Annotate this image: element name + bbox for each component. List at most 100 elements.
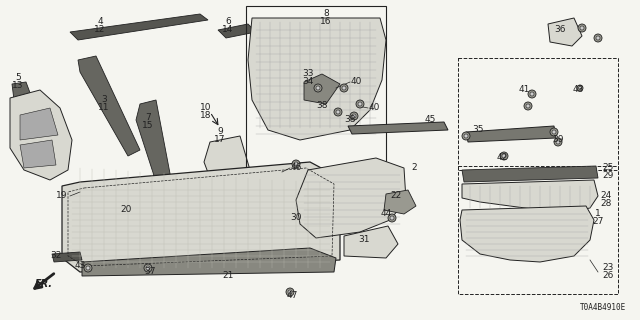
Text: 44: 44: [380, 210, 392, 219]
Text: 26: 26: [602, 271, 614, 281]
Text: 29: 29: [602, 172, 614, 180]
Text: 17: 17: [214, 135, 226, 145]
Circle shape: [462, 132, 470, 140]
Polygon shape: [462, 180, 598, 212]
Polygon shape: [12, 82, 52, 158]
Text: 13: 13: [12, 82, 24, 91]
Text: 27: 27: [592, 218, 604, 227]
Text: 43: 43: [572, 85, 584, 94]
Circle shape: [316, 86, 320, 90]
Circle shape: [144, 264, 152, 272]
Circle shape: [577, 85, 583, 91]
Text: 16: 16: [320, 18, 332, 27]
Text: 31: 31: [358, 236, 370, 244]
Circle shape: [502, 154, 506, 158]
Text: 46: 46: [291, 164, 301, 172]
Polygon shape: [344, 226, 398, 258]
Circle shape: [530, 92, 534, 96]
Polygon shape: [218, 24, 256, 38]
Circle shape: [292, 160, 300, 168]
Circle shape: [579, 86, 582, 90]
Text: 47: 47: [286, 292, 298, 300]
Circle shape: [336, 110, 340, 114]
Text: 41: 41: [518, 85, 530, 94]
Polygon shape: [78, 56, 140, 156]
Circle shape: [314, 84, 322, 92]
Polygon shape: [10, 90, 72, 180]
Polygon shape: [460, 206, 594, 262]
Circle shape: [580, 26, 584, 30]
Circle shape: [390, 216, 394, 220]
Circle shape: [556, 140, 560, 144]
Circle shape: [464, 134, 468, 138]
Text: 28: 28: [600, 199, 612, 209]
Polygon shape: [548, 18, 582, 46]
Circle shape: [334, 108, 342, 116]
Circle shape: [294, 162, 298, 166]
Circle shape: [288, 290, 292, 294]
Text: 24: 24: [600, 191, 612, 201]
Circle shape: [550, 128, 558, 136]
Circle shape: [352, 114, 356, 118]
Polygon shape: [462, 166, 598, 182]
Polygon shape: [52, 252, 82, 262]
Bar: [246, 6, 386, 180]
Polygon shape: [466, 126, 556, 142]
Polygon shape: [296, 158, 406, 238]
Text: 39: 39: [552, 135, 564, 145]
Text: 40: 40: [350, 77, 362, 86]
Text: 12: 12: [94, 26, 106, 35]
Text: 38: 38: [344, 116, 356, 124]
Text: 4: 4: [97, 18, 103, 27]
Text: 6: 6: [225, 18, 231, 27]
Text: 37: 37: [144, 268, 156, 276]
Text: 1: 1: [595, 210, 601, 219]
Polygon shape: [384, 190, 416, 214]
Text: 32: 32: [51, 252, 61, 260]
Text: 21: 21: [222, 271, 234, 281]
Circle shape: [340, 84, 348, 92]
Text: 10: 10: [200, 103, 212, 113]
Polygon shape: [70, 14, 208, 40]
Polygon shape: [20, 140, 56, 168]
Text: FR.: FR.: [35, 279, 53, 289]
Text: 18: 18: [200, 111, 212, 121]
Circle shape: [84, 264, 92, 272]
Text: 19: 19: [56, 191, 68, 201]
Text: 43: 43: [74, 261, 86, 270]
Polygon shape: [136, 100, 172, 188]
Text: 2: 2: [411, 164, 417, 172]
Text: 23: 23: [602, 263, 614, 273]
Circle shape: [146, 266, 150, 270]
Text: 7: 7: [145, 114, 151, 123]
Circle shape: [350, 112, 358, 120]
Text: 40: 40: [368, 103, 380, 113]
Text: T0A4B4910E: T0A4B4910E: [580, 303, 626, 312]
Polygon shape: [304, 74, 340, 104]
Bar: [458, 58, 618, 170]
Text: 38: 38: [316, 101, 328, 110]
Polygon shape: [62, 162, 340, 272]
Bar: [458, 166, 618, 294]
Circle shape: [552, 130, 556, 134]
Text: 11: 11: [99, 103, 109, 113]
Text: 22: 22: [390, 191, 402, 201]
Polygon shape: [248, 18, 386, 140]
Text: 33: 33: [302, 69, 314, 78]
Circle shape: [358, 102, 362, 106]
Text: 3: 3: [101, 95, 107, 105]
Circle shape: [594, 34, 602, 42]
Text: 36: 36: [554, 26, 566, 35]
Text: 14: 14: [222, 26, 234, 35]
Circle shape: [554, 138, 562, 146]
Circle shape: [578, 24, 586, 32]
Text: 15: 15: [142, 122, 154, 131]
Text: 42: 42: [497, 154, 508, 163]
Text: 25: 25: [602, 164, 614, 172]
Circle shape: [500, 152, 508, 160]
Circle shape: [342, 86, 346, 90]
Circle shape: [388, 214, 396, 222]
Polygon shape: [82, 248, 336, 276]
Polygon shape: [204, 136, 250, 182]
Circle shape: [286, 288, 294, 296]
